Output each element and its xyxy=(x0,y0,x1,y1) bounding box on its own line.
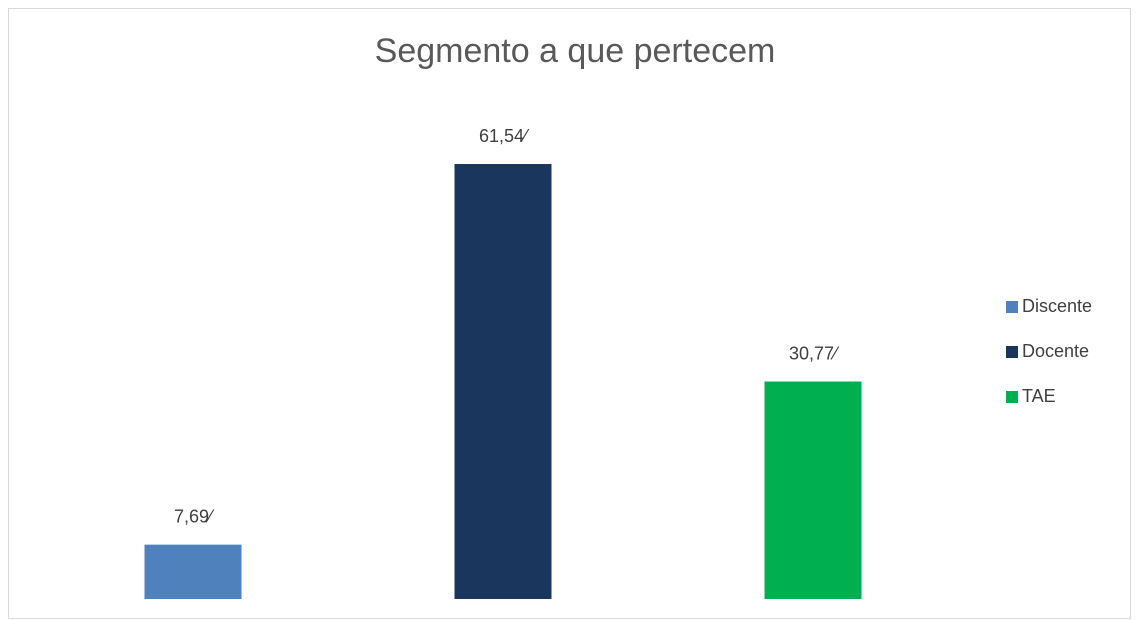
data-label: 61,54⁄ xyxy=(479,126,530,146)
legend-swatch xyxy=(1006,346,1018,358)
bar xyxy=(764,381,862,599)
data-label: 30,77⁄ xyxy=(789,343,840,363)
legend-label: Discente xyxy=(1022,296,1092,316)
legend-label: Docente xyxy=(1022,341,1089,361)
legend-swatch xyxy=(1006,391,1018,403)
bar xyxy=(144,544,242,599)
chart-title: Segmento a que pertecem xyxy=(375,32,776,70)
legend-swatch xyxy=(1006,301,1018,313)
chart-frame xyxy=(8,8,1131,619)
legend-label: TAE xyxy=(1022,386,1056,406)
bar xyxy=(454,164,552,599)
data-label: 7,69⁄ xyxy=(174,506,215,526)
